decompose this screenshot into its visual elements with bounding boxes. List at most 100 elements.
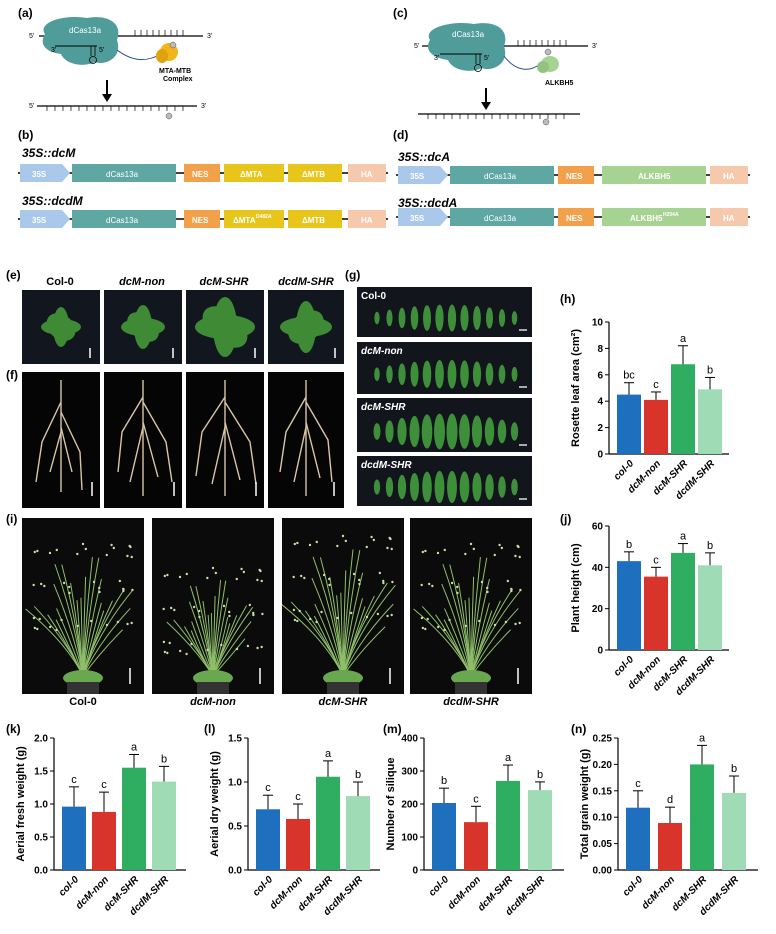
segment-35s: 35S [410, 172, 425, 181]
segment-alkbh5-superscript: H204A [663, 212, 679, 218]
leaf [460, 304, 469, 332]
panel-label-c: (c) [393, 6, 408, 20]
bar-dcdM-SHR [152, 781, 176, 870]
significance-letter: b [707, 540, 713, 552]
y-tick-label: 0.5 [228, 822, 242, 833]
segment-nes: NES [566, 214, 583, 223]
y-tick-label: 0.00 [593, 866, 613, 877]
construct-dcA: 35S dCas13a NES ALKBH5 HA [396, 166, 750, 184]
y-tick-label: 60 [592, 522, 604, 533]
leaf [386, 365, 393, 384]
leaf [410, 306, 419, 330]
plant-pot [67, 682, 99, 694]
bar-dcM-SHR [690, 764, 714, 870]
leaf [421, 414, 433, 449]
leaf [497, 419, 507, 444]
leaf [471, 415, 483, 448]
segment-ha: HA [723, 172, 735, 181]
genotype-label-dcM-non-i: dcM-non [190, 696, 236, 708]
leaf [472, 361, 482, 388]
panel-label-e: (e) [6, 268, 21, 282]
five-prime-inner-a: 3' [51, 47, 56, 54]
genotype-label-dcM-SHR-i: dcM-SHR [318, 696, 368, 708]
plant-inflorescence [32, 542, 134, 632]
plant-pot [327, 682, 359, 694]
y-tick-label: 0.10 [593, 813, 613, 824]
y-axis-label: Number of silique [385, 758, 397, 851]
leaf [398, 307, 406, 329]
construct-title-dcM: 35S::dcM [22, 146, 76, 160]
panel-label-f: (f) [6, 368, 18, 382]
plant-stems [25, 557, 133, 677]
segment-nes: NES [192, 170, 209, 179]
y-axis-label: Aerial fresh weight (g) [15, 746, 27, 862]
bar-dcM-non [286, 818, 310, 870]
plant-stems [281, 549, 396, 677]
y-tick-label: 0 [597, 450, 603, 461]
leaf [485, 307, 494, 329]
leaf [385, 420, 394, 443]
x-tick-label: col-0 [251, 874, 276, 899]
significance-letter: bc [623, 370, 635, 382]
panel-label-l: (l) [204, 722, 216, 736]
x-tick-label: col-0 [57, 874, 82, 899]
enzyme-label-c: ALKBH5 [545, 80, 573, 87]
genotype-label-dcdM-SHR-i: dcdM-SHR [443, 696, 499, 708]
five-prime-c: 5' [414, 43, 419, 50]
panel-label-i: (i) [6, 512, 18, 526]
segment-alkbh5: ALKBH5 [638, 172, 671, 181]
y-tick-label: 0 [412, 866, 418, 877]
y-tick-label: 400 [401, 734, 418, 745]
panel-label-j: (j) [560, 512, 572, 526]
leaf [435, 304, 444, 332]
leaf-label-dcdM-SHR: dcdM-SHR [361, 460, 412, 471]
leaf [473, 305, 481, 331]
rosette-photo-row [22, 290, 344, 364]
segment-35s: 35S [410, 214, 425, 223]
significance-letter: d [667, 794, 673, 806]
leaf [446, 413, 458, 450]
bar-col-0 [617, 561, 641, 650]
panel-label-n: (n) [571, 722, 587, 736]
segment-dcas13a: dCas13a [106, 216, 139, 225]
significance-letter: c [473, 793, 479, 805]
bar-col-0 [256, 809, 280, 870]
panel-label-m: (m) [383, 722, 402, 736]
segment-dcas13a: dCas13a [484, 172, 517, 181]
significance-letter: c [635, 778, 641, 790]
construct-title-dcdM: 35S::dcdM [22, 194, 83, 208]
significance-letter: a [680, 531, 687, 543]
bar-dcM-SHR [671, 552, 695, 650]
leaf [460, 360, 469, 389]
y-tick-label: 40 [592, 563, 604, 574]
construct-dcdA: 35S dCas13a NES ALKBH5 H204A HA [396, 208, 750, 226]
leaf [485, 362, 494, 386]
bar-dcM-SHR [316, 776, 340, 870]
plant-inflorescence [420, 542, 522, 632]
significance-letter: c [653, 379, 659, 391]
chart-k: 0.0 0.5 1.0 1.5 2.0 Aerial fresh weight (g) c c… [15, 734, 186, 918]
construct-dcM: 35S dCas13a NES ΔMTA ΔMTB HA [18, 164, 388, 182]
leaf [422, 471, 432, 503]
leaf [511, 311, 518, 325]
leaf [510, 422, 519, 441]
significance-letter: a [680, 333, 687, 345]
leaf [472, 472, 482, 502]
leaf [373, 423, 381, 440]
y-tick-label: 0.5 [34, 833, 48, 844]
three-prime-a: 3' [207, 33, 212, 40]
y-tick-label: 300 [401, 767, 418, 778]
segment-mtb: ΔMTB [302, 170, 325, 179]
significance-letter: a [325, 748, 332, 760]
significance-letter: b [626, 539, 632, 551]
bar-dcdM-SHR [528, 790, 552, 870]
y-tick-label: 0 [597, 646, 603, 657]
genotype-label-dcM-SHR-e: dcM-SHR [199, 276, 249, 288]
y-tick-label: 6 [597, 370, 603, 381]
significance-letter: b [537, 769, 543, 781]
leaf [374, 367, 380, 381]
genotype-label-dcM-non-e: dcM-non [119, 276, 165, 288]
